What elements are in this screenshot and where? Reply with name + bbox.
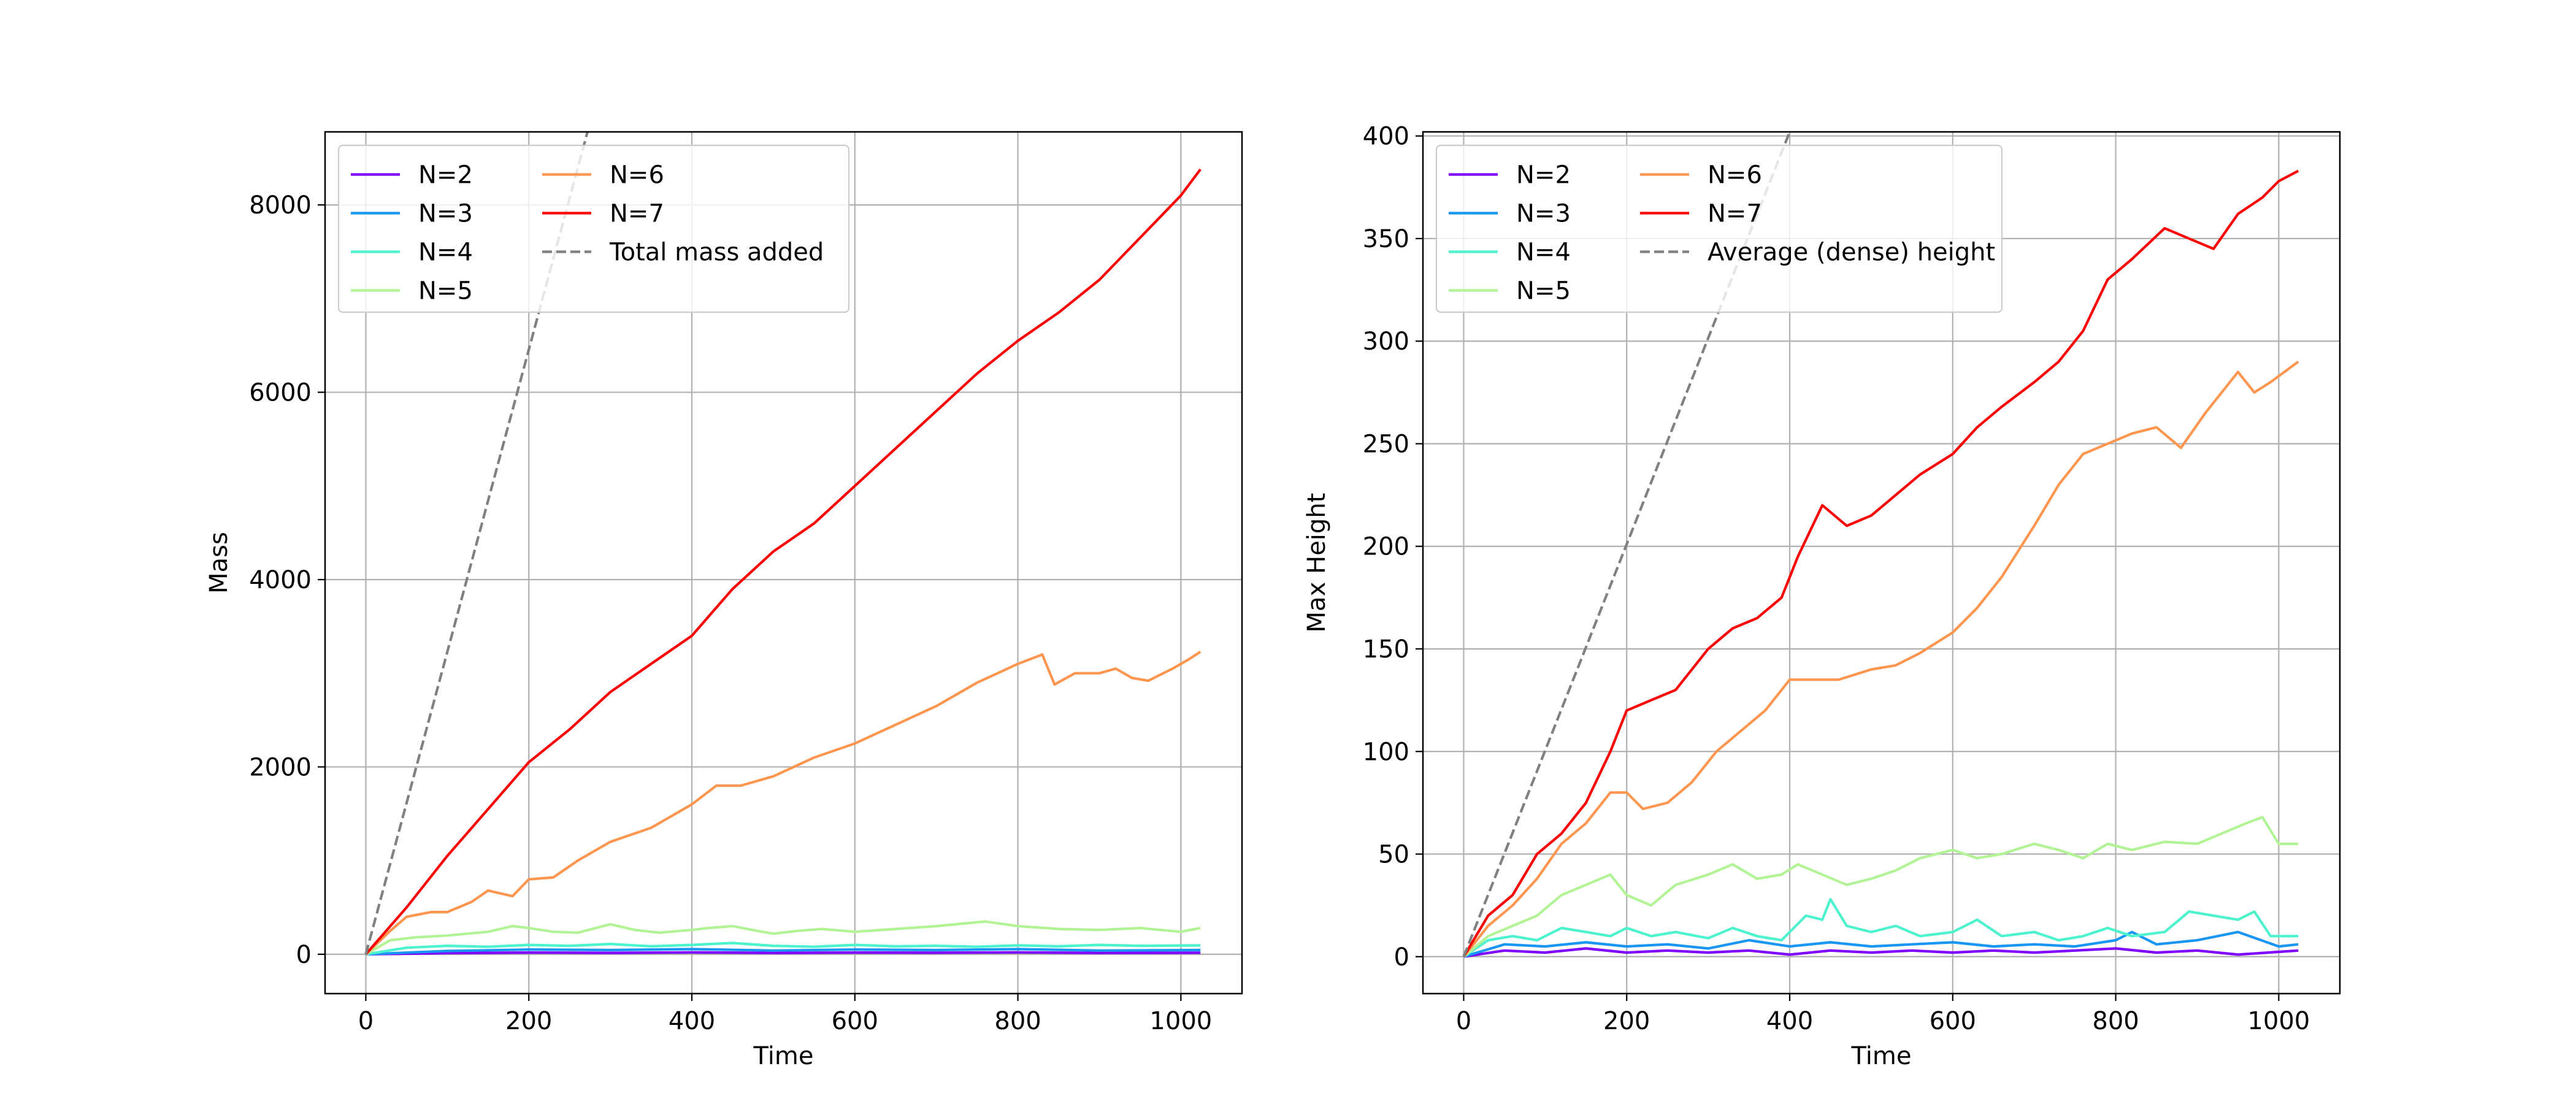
- height-series-group: [1462, 132, 2299, 958]
- legend-label: Average (dense) height: [1708, 239, 1995, 267]
- mass-axes-frame: [324, 131, 1243, 995]
- legend-label: N=5: [1516, 277, 1571, 305]
- series-line-4: [364, 650, 1202, 956]
- legend-label: N=6: [1708, 161, 1762, 190]
- legend-label: N=7: [1708, 200, 1762, 228]
- x-tick-label: 800: [994, 1007, 1041, 1035]
- x-axis-label: Time: [1851, 1042, 1912, 1070]
- x-tick-label: 400: [669, 1007, 715, 1035]
- legend-label: N=4: [418, 239, 473, 267]
- height-chart: 0 200 400 600 800 1000 0 50 100 150 200 250 300 350 40…: [1303, 123, 2341, 1070]
- x-tick-label: 1000: [2247, 1007, 2310, 1035]
- series-line-1: [1463, 930, 2299, 958]
- legend-label: N=3: [1516, 200, 1571, 228]
- legend-label: N=4: [1516, 239, 1571, 267]
- y-tick-label: 350: [1363, 225, 1409, 253]
- y-tick-label: 0: [296, 941, 312, 969]
- y-tick-label: 300: [1363, 328, 1409, 356]
- legend-label: Total mass added: [609, 239, 824, 267]
- series-line-0: [1463, 947, 2299, 958]
- x-tick-label: 0: [1456, 1007, 1471, 1035]
- height-axes-frame: [1422, 131, 2341, 995]
- y-tick-label: 200: [1363, 533, 1409, 561]
- series-line-2: [1463, 898, 2299, 958]
- y-tick-label: 100: [1363, 738, 1409, 766]
- y-axis-label: Max Height: [1303, 493, 1331, 633]
- x-tick-label: 200: [1603, 1007, 1650, 1035]
- x-tick-label: 600: [832, 1007, 878, 1035]
- series-line-5: [1462, 169, 2299, 957]
- series-line-2: [366, 941, 1201, 956]
- legend-label: N=2: [1516, 161, 1571, 190]
- x-tick-label: 800: [2092, 1007, 2139, 1035]
- y-tick-label: 2000: [249, 753, 312, 781]
- x-axis-label: Time: [753, 1042, 814, 1070]
- y-tick-label: 0: [1394, 943, 1409, 972]
- legend-label: N=6: [610, 161, 664, 190]
- legend-label: N=7: [610, 200, 664, 228]
- y-tick-label: 150: [1363, 635, 1409, 664]
- mass-series-group: [364, 132, 1202, 956]
- legend-label: N=2: [418, 161, 473, 190]
- y-tick-label: 250: [1363, 430, 1409, 458]
- series-line-4: [1462, 361, 2299, 958]
- legend-label: N=3: [418, 200, 473, 228]
- y-tick-label: 4000: [249, 566, 312, 594]
- x-tick-label: 0: [358, 1007, 374, 1035]
- x-tick-label: 1000: [1149, 1007, 1212, 1035]
- series-line-3: [1463, 816, 2299, 958]
- series-line-3: [365, 920, 1201, 956]
- mass-legend: N=2 N=3 N=4 N=5 N=6 N=7 Total mass added: [337, 144, 850, 313]
- x-tick-label: 600: [1930, 1007, 1976, 1035]
- series-line-1: [366, 948, 1201, 956]
- mass-chart: 0 200 400 600 800 1000 0 2000 4000 6000 8000 Time Ma…: [205, 131, 1243, 1070]
- y-axis-label: Mass: [205, 532, 233, 594]
- legend-box: [337, 144, 850, 313]
- y-tick-label: 50: [1378, 841, 1409, 869]
- y-tick-label: 6000: [249, 379, 312, 407]
- legend-label: N=5: [418, 277, 473, 305]
- series-line-0: [366, 951, 1201, 956]
- x-tick-label: 400: [1766, 1007, 1813, 1035]
- series-line-5: [364, 168, 1202, 956]
- y-tick-label: 8000: [249, 191, 312, 220]
- legend-box: [1435, 144, 2003, 313]
- height-legend: N=2 N=3 N=4 N=5 N=6 N=7 Average (dense) height: [1435, 144, 2003, 313]
- y-tick-label: 400: [1363, 123, 1409, 151]
- x-tick-label: 200: [505, 1007, 552, 1035]
